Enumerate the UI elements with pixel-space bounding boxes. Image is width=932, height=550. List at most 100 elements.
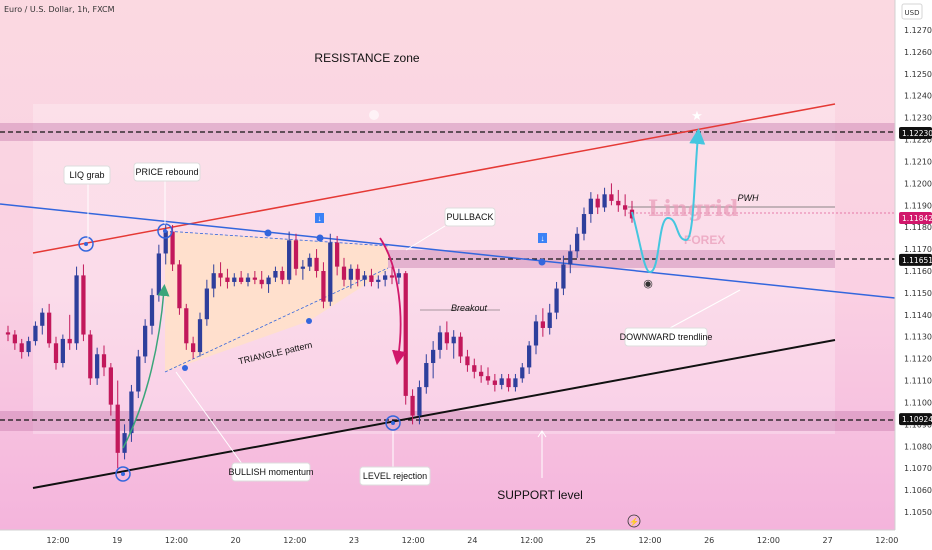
price-label-box bbox=[899, 211, 932, 224]
y-tick-label: 1.11300 bbox=[904, 333, 932, 342]
candle-body bbox=[341, 266, 347, 280]
candle-body bbox=[129, 391, 134, 434]
resistance-zone-label: RESISTANCE zone bbox=[314, 51, 419, 65]
candle-body bbox=[232, 277, 237, 282]
candle-body bbox=[115, 404, 120, 453]
y-tick-label: 1.11000 bbox=[904, 398, 932, 407]
y-tick-label: 1.12700 bbox=[904, 26, 932, 35]
y-tick-label: 1.12300 bbox=[904, 114, 932, 123]
candle-body bbox=[417, 387, 422, 416]
triangle-point-3 bbox=[182, 365, 188, 371]
candle-body bbox=[108, 367, 113, 405]
candle-body bbox=[245, 277, 251, 282]
y-tick-label: 1.11100 bbox=[904, 377, 932, 386]
candle-body bbox=[533, 321, 539, 346]
candle-body bbox=[122, 433, 127, 453]
candle-body bbox=[218, 273, 223, 278]
candle-body bbox=[95, 354, 100, 379]
candle-body bbox=[225, 277, 230, 282]
candle-body bbox=[136, 356, 141, 392]
candles bbox=[5, 183, 635, 469]
candle-body bbox=[444, 332, 449, 344]
candle-body bbox=[479, 371, 484, 377]
candle-body bbox=[33, 325, 38, 342]
svg-text:⚡: ⚡ bbox=[629, 517, 639, 527]
candle-body bbox=[609, 194, 614, 201]
x-axis-panel bbox=[0, 530, 932, 550]
lightning-icon bbox=[627, 514, 641, 528]
candle-body bbox=[156, 253, 161, 296]
candle-body bbox=[314, 257, 319, 271]
resistance-band bbox=[0, 123, 895, 141]
price-rebound-callout: PRICE rebound bbox=[133, 162, 201, 182]
candle-body bbox=[520, 367, 525, 379]
candle-body bbox=[602, 194, 607, 208]
downward-trendline bbox=[0, 203, 896, 299]
price-label-box bbox=[899, 253, 932, 266]
candle-body bbox=[581, 214, 587, 234]
low-marker bbox=[115, 466, 131, 482]
downward-trendline-label: DOWNWARD trendline bbox=[620, 332, 713, 342]
x-tick-label: 27 bbox=[823, 536, 833, 545]
candle-body bbox=[184, 308, 189, 344]
candle-body bbox=[191, 343, 196, 353]
candle-body bbox=[328, 242, 333, 302]
candle-body bbox=[163, 231, 168, 254]
x-tick-label: 12:00 bbox=[520, 536, 543, 545]
y-tick-label: 1.12500 bbox=[904, 70, 932, 79]
x-tick-label: 25 bbox=[586, 536, 596, 545]
candle-body bbox=[197, 319, 203, 353]
candle-body bbox=[437, 332, 443, 350]
candle-body bbox=[287, 240, 292, 280]
candle-body bbox=[60, 338, 65, 364]
price-label: 1.10924 bbox=[902, 415, 932, 424]
level-rejection-label: LEVEL rejection bbox=[363, 471, 427, 481]
y-tick-label: 1.10600 bbox=[904, 486, 932, 495]
triangle-top-edge bbox=[164, 230, 389, 247]
candle-body bbox=[410, 395, 415, 416]
pullback-arrow bbox=[379, 237, 407, 366]
candle-body bbox=[623, 205, 628, 210]
candle-body bbox=[527, 345, 532, 368]
bullish-momentum-arrow bbox=[122, 284, 170, 449]
candle-body bbox=[5, 332, 11, 335]
price-label-box bbox=[899, 126, 932, 139]
x-tick-label: 26 bbox=[704, 536, 714, 545]
candle-body bbox=[540, 321, 545, 328]
candle-body bbox=[143, 325, 148, 357]
candle-body bbox=[595, 198, 600, 208]
price-labels: 1.12230 1.11842 1.11651 1.10924 bbox=[899, 126, 932, 426]
candle-body bbox=[554, 288, 559, 313]
price-label-box bbox=[899, 413, 932, 426]
x-axis-ticks: 12:00 19 12:00 20 12:00 23 12:00 24 12:00 25 12:00… bbox=[46, 536, 898, 545]
x-tick-label: 12:00 bbox=[46, 536, 69, 545]
y-tick-label: 1.12000 bbox=[904, 179, 932, 188]
candle-body bbox=[458, 336, 463, 357]
candle-body bbox=[53, 343, 59, 364]
x-tick-label: 24 bbox=[467, 536, 477, 545]
candle-body bbox=[321, 271, 326, 302]
liq-grab-callout: LIQ grab bbox=[63, 165, 111, 185]
downward-trendline-callout: DOWNWARD trendline bbox=[620, 327, 713, 347]
candle-body bbox=[293, 240, 299, 269]
candle-body bbox=[485, 376, 491, 381]
candle-body bbox=[499, 378, 504, 385]
candle-body bbox=[376, 279, 381, 282]
candle-body bbox=[149, 295, 155, 326]
candle-body bbox=[472, 365, 477, 372]
event-dot-icon bbox=[369, 110, 379, 120]
y-tick-label: 1.10500 bbox=[904, 508, 932, 517]
price-label: 1.11651 bbox=[902, 256, 932, 265]
candle-body bbox=[40, 312, 45, 326]
candle-body bbox=[335, 242, 340, 267]
candle-body bbox=[47, 312, 52, 344]
y-tick-label: 1.10800 bbox=[904, 442, 932, 451]
candle-body bbox=[26, 341, 31, 353]
currency-badge[interactable] bbox=[901, 3, 923, 20]
candle-body bbox=[81, 275, 86, 335]
y-tick-label: 1.11400 bbox=[904, 311, 932, 320]
candle-body bbox=[266, 277, 271, 285]
watermark-line2: FOREX bbox=[684, 233, 725, 247]
candle-body bbox=[101, 354, 107, 368]
